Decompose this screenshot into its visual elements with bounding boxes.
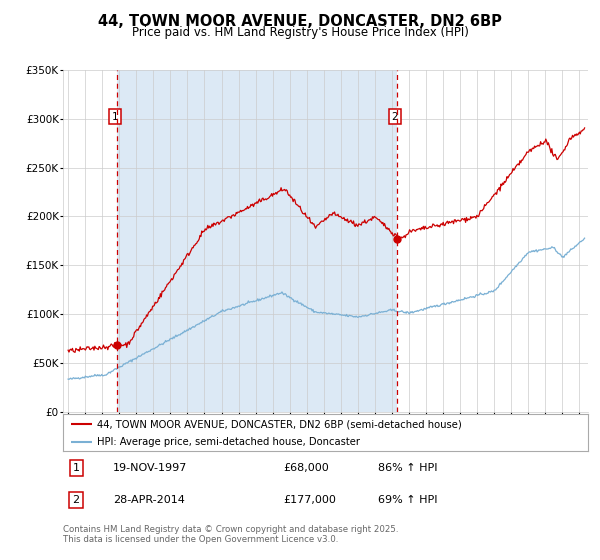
Text: Price paid vs. HM Land Registry's House Price Index (HPI): Price paid vs. HM Land Registry's House … (131, 26, 469, 39)
Text: 28-APR-2014: 28-APR-2014 (113, 495, 185, 505)
Text: 44, TOWN MOOR AVENUE, DONCASTER, DN2 6BP (semi-detached house): 44, TOWN MOOR AVENUE, DONCASTER, DN2 6BP… (97, 419, 462, 429)
Text: 19-NOV-1997: 19-NOV-1997 (113, 463, 187, 473)
Text: £68,000: £68,000 (284, 463, 329, 473)
Text: 2: 2 (392, 112, 398, 122)
Text: Contains HM Land Registry data © Crown copyright and database right 2025.
This d: Contains HM Land Registry data © Crown c… (63, 525, 398, 544)
Text: 44, TOWN MOOR AVENUE, DONCASTER, DN2 6BP: 44, TOWN MOOR AVENUE, DONCASTER, DN2 6BP (98, 14, 502, 29)
Text: £177,000: £177,000 (284, 495, 337, 505)
Text: 69% ↑ HPI: 69% ↑ HPI (378, 495, 437, 505)
Text: HPI: Average price, semi-detached house, Doncaster: HPI: Average price, semi-detached house,… (97, 437, 360, 447)
Text: 86% ↑ HPI: 86% ↑ HPI (378, 463, 437, 473)
Bar (117, 70, 397, 412)
Text: 1: 1 (73, 463, 80, 473)
Text: 1: 1 (112, 112, 118, 122)
Text: 2: 2 (73, 495, 80, 505)
